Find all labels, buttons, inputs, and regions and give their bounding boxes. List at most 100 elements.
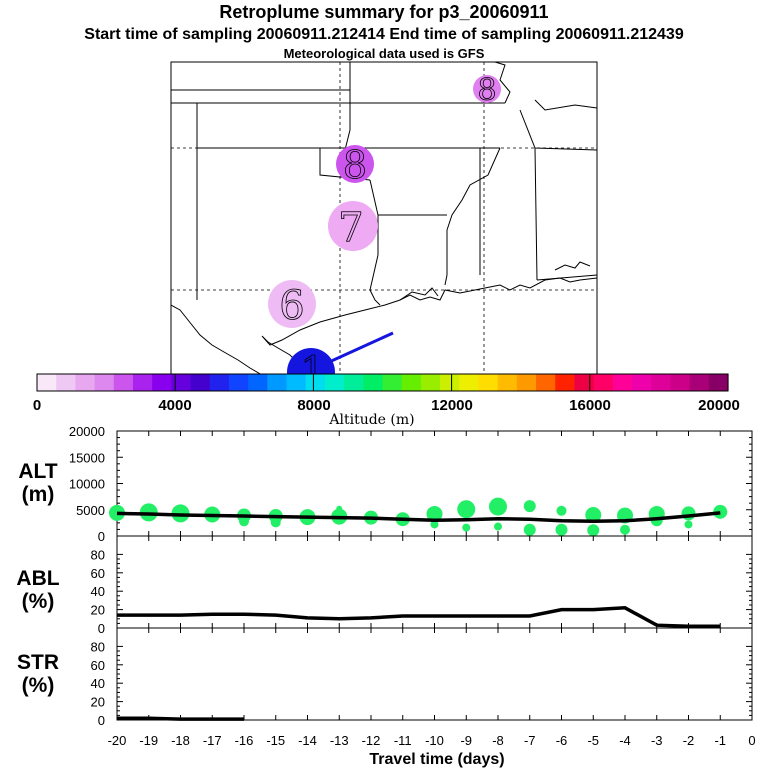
abl-ylabel-line2: (%) [22, 590, 55, 613]
chart-title: Retroplume summary for p3_20060911 [219, 2, 549, 22]
alt-ylabel-line1: ALT [18, 460, 57, 483]
altitude-point [430, 520, 439, 529]
time-series-panels: ALT (m) 0 5000 10000 15000 20000 ABL (%) 0 20… [16, 424, 755, 748]
colorbar-swatch [75, 374, 96, 391]
colorbar-swatch [708, 374, 729, 391]
y-tick-label: 0 [98, 621, 105, 636]
colorbar-tick-label: 20000 [698, 397, 740, 414]
colorbar-swatch [382, 374, 403, 391]
colorbar-swatch [363, 374, 384, 391]
plume-cluster-day6: 6 [268, 280, 316, 329]
x-tick-label: -2 [683, 733, 695, 748]
colorbar-swatch [689, 374, 710, 391]
altitude-point [523, 523, 536, 536]
state-border [536, 274, 597, 281]
cluster-circle [473, 75, 501, 103]
series-line [117, 716, 244, 721]
altitude-point [585, 507, 602, 523]
map-geography [171, 62, 597, 375]
colorbar-frame [36, 373, 729, 392]
plume-clusters: 8 8 7 6 1 [268, 73, 501, 375]
x-tick-label: -4 [619, 733, 631, 748]
sampling-time-subtitle: Start time of sampling 20060911.212414 E… [84, 26, 684, 43]
colorbar-tick-label: 0 [33, 397, 41, 414]
x-tick-label: -10 [425, 733, 444, 748]
colorbar-swatch [344, 374, 364, 391]
altitude-point [426, 505, 443, 522]
colorbar-swatch [248, 374, 268, 391]
river-border [369, 254, 381, 306]
plume-cluster-day7: 7 [328, 201, 378, 251]
bay-coast [554, 261, 591, 271]
panel-frame [116, 627, 753, 721]
x-tick-label: -11 [394, 733, 412, 748]
x-tick-label: -6 [556, 733, 568, 748]
cluster-label: 8 [343, 143, 367, 187]
gulf-coastline [261, 277, 597, 375]
y-tick-label: 15000 [69, 450, 105, 465]
colorbar-swatch [497, 374, 518, 391]
state-border [444, 274, 448, 286]
altitude-point [620, 524, 630, 535]
series-line [117, 606, 721, 628]
colorbar-swatch [132, 374, 153, 391]
x-tick-label: -16 [235, 733, 254, 748]
colorbar-swatch [324, 374, 345, 391]
colorbar-swatch [612, 374, 633, 391]
x-tick-label: -13 [330, 733, 349, 748]
abl-panel: ABL (%) 0 20 40 60 80 [16, 535, 753, 636]
colorbar-tick-label: 8000 [297, 397, 330, 414]
river-border [494, 62, 511, 104]
altitude-point [555, 523, 568, 536]
river-border [446, 147, 501, 231]
altitude-point [462, 523, 471, 532]
altitude-point [239, 516, 249, 527]
state-border [344, 62, 351, 151]
series-line [116, 511, 721, 524]
colorbar-swatch [228, 374, 249, 391]
cluster-label: 7 [338, 205, 363, 251]
altitude-point [336, 505, 343, 512]
altitude-point [556, 505, 567, 516]
y-tick-label: 20 [91, 695, 105, 710]
colorbar-swatch [56, 374, 76, 391]
colorbar-swatch [401, 374, 422, 391]
y-tick-label: 60 [91, 566, 105, 581]
colorbar-swatch [420, 374, 441, 391]
colorbar-swatch [286, 374, 307, 391]
cluster-label: 6 [279, 283, 304, 329]
plume-cluster-day1: 1 [287, 348, 335, 375]
x-tick-label: -15 [266, 733, 285, 748]
y-tick-label: 80 [91, 547, 105, 562]
x-tick-label: -19 [139, 733, 158, 748]
colorbar-swatch [190, 374, 211, 391]
colorbar-swatch [593, 374, 614, 391]
colorbar-swatch [632, 374, 652, 391]
colorbar-swatch [37, 374, 57, 391]
str-panel: STR (%) 0 20 40 60 80 [17, 627, 753, 728]
y-tick-label: 20 [91, 603, 105, 618]
altitude-point [523, 500, 536, 513]
abl-ylabel-line1: ABL [16, 567, 59, 590]
x-tick-label: 0 [748, 733, 755, 748]
altitude-point [489, 497, 507, 516]
x-tick-label: -12 [362, 733, 381, 748]
x-tick-label: -3 [651, 733, 663, 748]
colorbar-swatch [478, 374, 499, 391]
delta-coast [399, 287, 439, 301]
x-tick-label: -9 [460, 733, 472, 748]
alt-panel: ALT (m) 0 5000 10000 15000 20000 [18, 424, 753, 544]
y-tick-label: 40 [91, 584, 105, 599]
plume-cluster-day8: 8 [336, 143, 374, 187]
colorbar-tick-label: 12000 [431, 397, 473, 414]
x-tick-label: -14 [298, 733, 317, 748]
x-tick-label: -5 [587, 733, 599, 748]
map-panel: 8 8 7 6 1 [170, 61, 598, 376]
colorbar-swatch [555, 374, 576, 391]
y-tick-label: 60 [91, 658, 105, 673]
x-tick-label: -17 [203, 733, 222, 748]
x-tick-label: -20 [108, 733, 127, 748]
x-tick-label: -7 [524, 733, 536, 748]
colorbar-swatch [516, 374, 537, 391]
